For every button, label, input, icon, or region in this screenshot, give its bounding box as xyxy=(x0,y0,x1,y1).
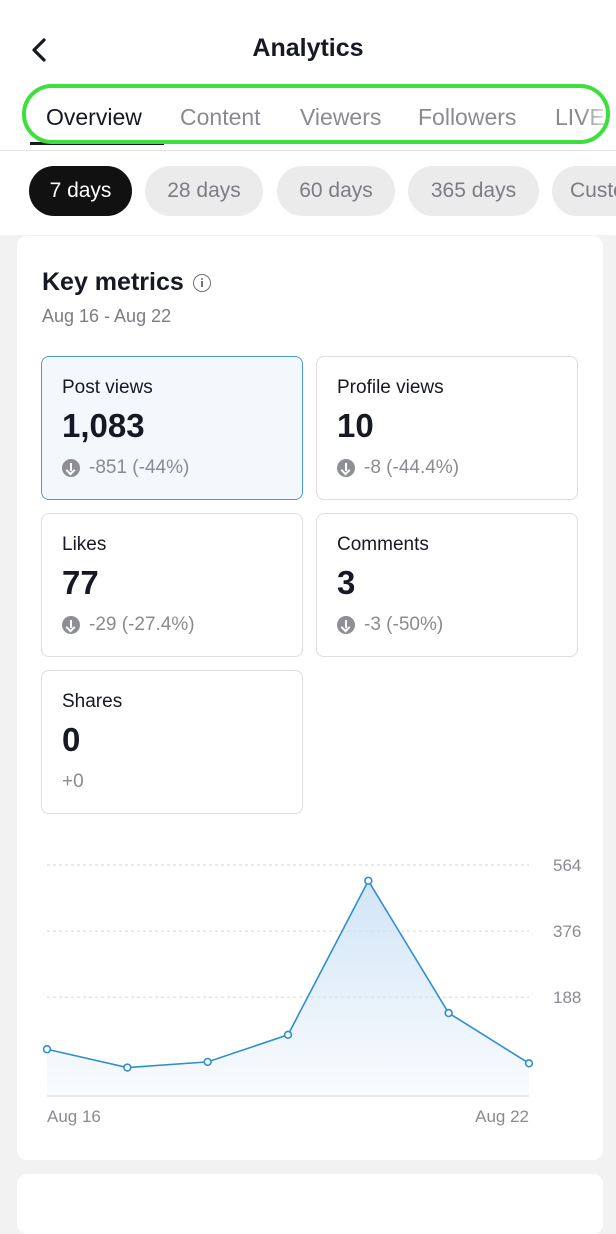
tab-content[interactable]: Content xyxy=(180,104,261,130)
metric-change-text: -29 (-27.4%) xyxy=(89,614,195,635)
metric-value: 77 xyxy=(62,564,99,601)
x-tick-label: Aug 22 xyxy=(475,1107,529,1126)
x-tick-label: Aug 16 xyxy=(47,1107,101,1126)
info-icon[interactable] xyxy=(192,273,211,292)
data-point xyxy=(444,1008,453,1018)
data-point xyxy=(283,1030,293,1040)
metric-change-text: +0 xyxy=(62,771,84,792)
metric-change: -29 (-27.4%) xyxy=(62,614,195,636)
arrow-down-circle-icon xyxy=(62,459,80,477)
chevron-left-icon xyxy=(32,38,46,62)
range-chip-28-days[interactable]: 28 days xyxy=(145,166,263,216)
metric-post-views[interactable]: Post views 1,083 -851 (-44%) xyxy=(41,356,303,500)
page-title: Analytics xyxy=(252,34,364,62)
metric-value: 3 xyxy=(337,564,356,601)
metric-change-text: -851 (-44%) xyxy=(89,457,190,478)
metric-label: Shares xyxy=(62,691,123,712)
y-tick-label: 376 xyxy=(553,922,581,941)
range-chip-60-days[interactable]: 60 days xyxy=(277,166,395,216)
range-chip-365-days[interactable]: 365 days xyxy=(408,166,539,216)
key-metrics-card: Key metrics Aug 16 - Aug 22 Post views 1… xyxy=(17,236,603,1160)
series-area xyxy=(47,880,529,1096)
metric-value: 0 xyxy=(62,721,81,758)
metric-change: -3 (-50%) xyxy=(337,614,443,636)
post-views-chart: 188 376 564 Aug 16 Aug 22 xyxy=(42,856,581,1126)
arrow-down-circle-icon xyxy=(62,616,80,634)
tab-followers[interactable]: Followers xyxy=(418,104,517,130)
y-tick-label: 188 xyxy=(553,988,581,1007)
data-point xyxy=(203,1057,212,1067)
active-tab-indicator xyxy=(30,142,164,145)
metric-label: Likes xyxy=(62,534,107,555)
date-range-chips: 7 days 28 days 60 days 365 days Custom xyxy=(0,151,616,235)
tab-overview[interactable]: Overview xyxy=(46,104,142,130)
metric-label: Post views xyxy=(62,377,153,398)
arrow-down-circle-icon xyxy=(337,616,355,634)
metric-likes[interactable]: Likes 77 -29 (-27.4%) xyxy=(41,513,303,657)
next-section-card xyxy=(17,1174,603,1234)
back-button[interactable] xyxy=(20,30,60,70)
key-metrics-title: Key metrics xyxy=(42,268,184,296)
metric-label: Profile views xyxy=(337,377,444,398)
data-point xyxy=(364,876,373,885)
data-point xyxy=(42,1045,52,1054)
arrow-down-circle-icon xyxy=(337,459,355,477)
date-range-label: Aug 16 - Aug 22 xyxy=(42,306,172,326)
tabs-fade xyxy=(582,96,616,150)
key-metrics-heading: Key metrics xyxy=(42,268,211,297)
analytics-tabs: Overview Content Viewers Followers LIVE xyxy=(0,96,616,150)
top-bar: Analytics Overview Content Viewers Follo… xyxy=(0,0,616,151)
metric-comments[interactable]: Comments 3 -3 (-50%) xyxy=(316,513,578,657)
y-tick-label: 564 xyxy=(553,856,581,875)
metric-change: +0 xyxy=(62,771,84,793)
metric-value: 1,083 xyxy=(62,407,145,444)
data-point xyxy=(123,1063,132,1072)
range-chip-custom[interactable]: Custom xyxy=(552,166,616,216)
metric-change: -851 (-44%) xyxy=(62,457,189,479)
metric-profile-views[interactable]: Profile views 10 -8 (-44.4%) xyxy=(316,356,578,500)
metric-shares[interactable]: Shares 0 +0 xyxy=(41,670,303,814)
metric-label: Comments xyxy=(337,534,429,555)
data-point xyxy=(524,1059,534,1068)
metric-value: 10 xyxy=(337,407,374,444)
metric-change-text: -3 (-50%) xyxy=(364,614,444,635)
tab-viewers[interactable]: Viewers xyxy=(300,104,382,130)
metric-change-text: -8 (-44.4%) xyxy=(364,457,460,478)
metric-change: -8 (-44.4%) xyxy=(337,457,459,479)
range-chip-7-days[interactable]: 7 days xyxy=(29,166,132,216)
